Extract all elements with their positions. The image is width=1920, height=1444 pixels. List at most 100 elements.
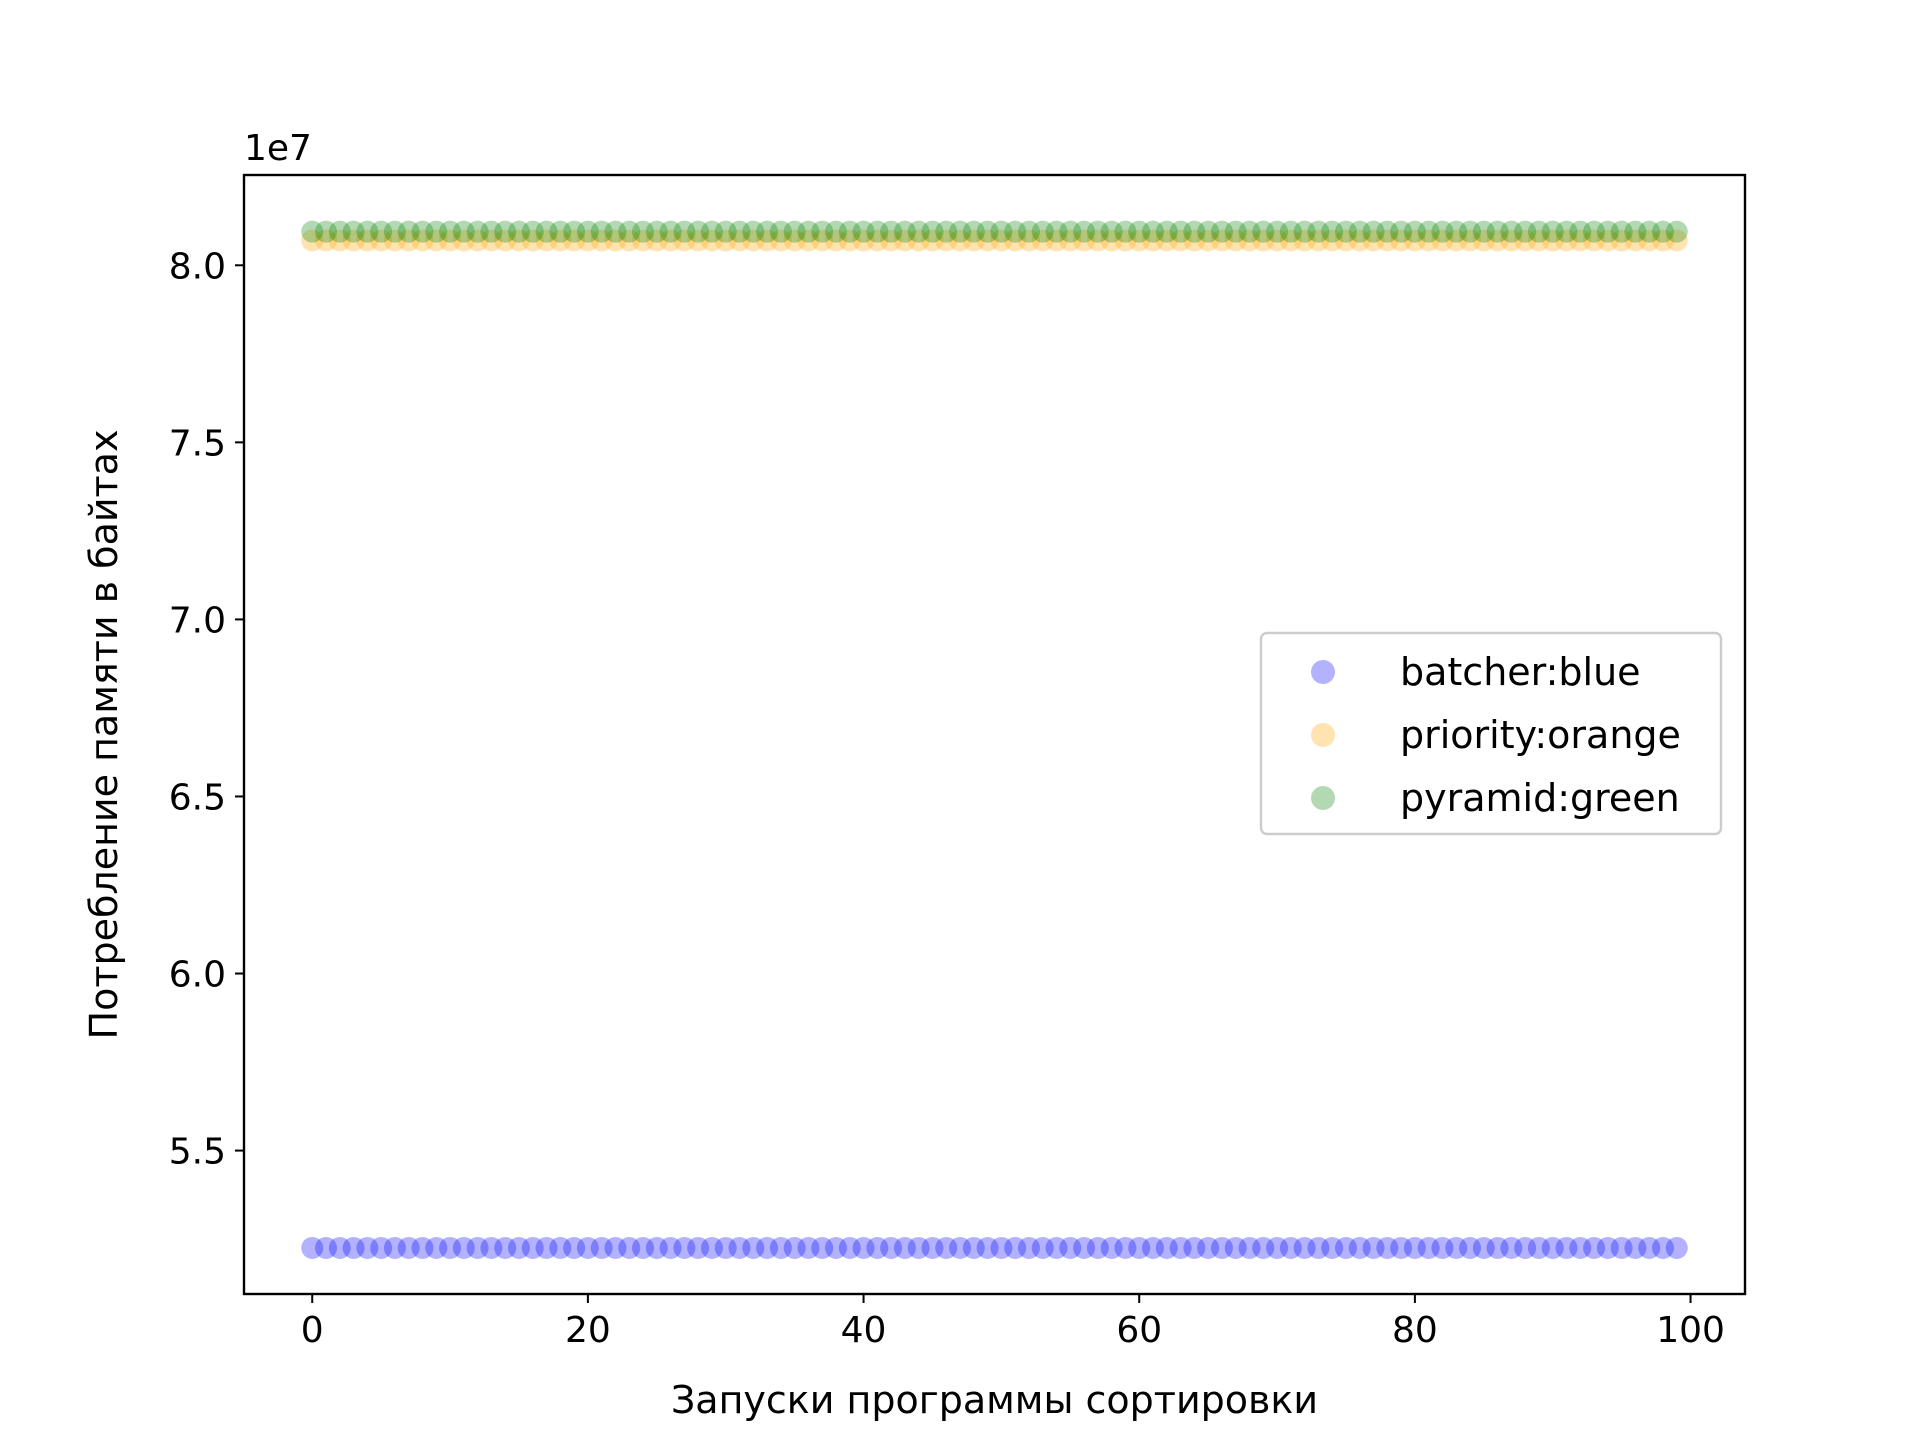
data-point [521,229,544,252]
data-point [769,1236,792,1259]
data-point [1555,220,1578,243]
data-point [439,1236,462,1259]
data-point [425,220,448,243]
data-point [852,229,875,252]
data-point [1252,229,1275,252]
data-point [370,1236,393,1259]
data-point [1403,220,1426,243]
data-point [1638,220,1661,243]
data-point [356,229,379,252]
data-point [1279,220,1302,243]
data-point [563,1236,586,1259]
data-point [1638,229,1661,252]
data-point [1665,1236,1688,1259]
data-point [1142,229,1165,252]
data-point [1004,220,1027,243]
data-point [576,1236,599,1259]
data-point [632,1236,655,1259]
data-point [1086,229,1109,252]
data-point [1651,220,1674,243]
data-point [549,1236,572,1259]
data-point [1665,220,1688,243]
data-point [370,220,393,243]
data-point [1445,1236,1468,1259]
data-point [659,229,682,252]
data-point [1045,1236,1068,1259]
data-point [1555,229,1578,252]
legend-frame [1259,631,1723,836]
data-point [535,229,558,252]
data-point [1583,229,1606,252]
data-point [1169,1236,1192,1259]
data-point [521,220,544,243]
data-point [756,1236,779,1259]
data-point [1169,220,1192,243]
data-point [687,220,710,243]
data-point [1431,229,1454,252]
data-point [301,1236,324,1259]
data-point [1472,229,1495,252]
data-point [1045,229,1068,252]
data-point [1086,220,1109,243]
data-point [397,229,420,252]
y-tick-label: 7.0 [169,600,226,641]
data-point [645,229,668,252]
data-point [990,229,1013,252]
legend-label: batcher:blue [1400,650,1641,694]
data-point [1031,229,1054,252]
data-point [756,229,779,252]
data-point [1100,229,1123,252]
data-point [935,220,958,243]
data-point [1390,1236,1413,1259]
data-point [1155,1236,1178,1259]
data-point [466,229,489,252]
data-point [1059,1236,1082,1259]
data-point [935,229,958,252]
data-point [714,229,737,252]
data-point [1583,220,1606,243]
data-point [1376,220,1399,243]
legend-marker [1311,723,1335,747]
data-point [1651,229,1674,252]
data-point [1197,229,1220,252]
data-point [1266,1236,1289,1259]
data-point [1224,1236,1247,1259]
data-point [1459,1236,1482,1259]
data-point [1017,229,1040,252]
data-point [328,229,351,252]
data-point [590,1236,613,1259]
data-point [1224,220,1247,243]
data-point [976,1236,999,1259]
data-point [1224,229,1247,252]
data-point [1362,220,1385,243]
data-point [728,229,751,252]
data-point [1100,220,1123,243]
data-point [1624,229,1647,252]
data-point [1307,220,1330,243]
y-axis-label: Потребление памяти в байтах [82,430,126,1040]
data-point [1155,229,1178,252]
data-points [301,220,1688,1259]
data-point [576,229,599,252]
data-point [1017,220,1040,243]
y-axis-ticks: 5.5 6.0 6.5 7.0 7.5 8.0 [169,246,244,1173]
data-point [1293,1236,1316,1259]
data-point [838,220,861,243]
data-point [811,220,834,243]
data-point [1307,229,1330,252]
data-point [480,220,503,243]
data-point [1596,229,1619,252]
data-point [328,220,351,243]
data-point [824,1236,847,1259]
data-point [1238,229,1261,252]
x-tick-label: 100 [1656,1310,1725,1351]
data-point [1045,220,1068,243]
data-point [1431,220,1454,243]
data-point [480,229,503,252]
data-point [1100,1236,1123,1259]
data-point [494,229,517,252]
data-point [907,220,930,243]
data-point [425,229,448,252]
data-point [1486,220,1509,243]
data-point [1403,229,1426,252]
